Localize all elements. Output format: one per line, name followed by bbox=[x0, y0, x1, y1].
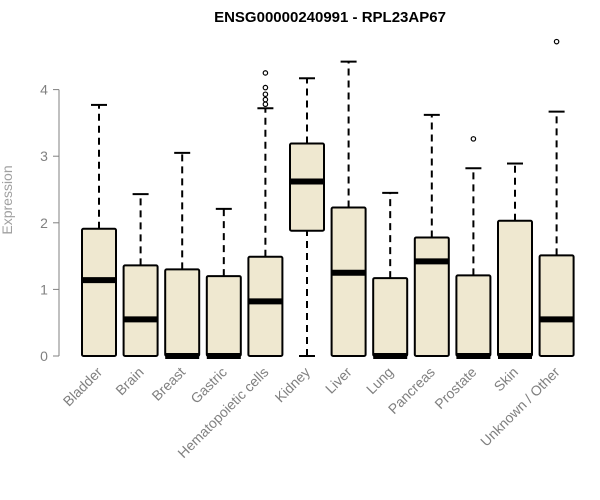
x-tick-label: Kidney bbox=[272, 364, 314, 406]
y-axis: 0 1 2 3 4 bbox=[40, 82, 60, 364]
box-iqr bbox=[413, 236, 450, 357]
box-iqr bbox=[372, 277, 409, 357]
box-0 bbox=[81, 103, 117, 358]
x-tick-label: Prostate bbox=[431, 364, 479, 412]
x-tick-label: Liver bbox=[322, 364, 355, 397]
outlier-point bbox=[262, 70, 269, 76]
outlier-point bbox=[262, 101, 269, 108]
box-iqr bbox=[330, 206, 367, 357]
box-5 bbox=[289, 77, 325, 357]
x-tick-label: Breast bbox=[148, 364, 188, 404]
box-iqr bbox=[497, 219, 533, 357]
box-iqr bbox=[289, 142, 325, 232]
box-7 bbox=[372, 191, 409, 359]
outlier-point bbox=[553, 38, 560, 45]
x-tick-label: Skin bbox=[491, 364, 522, 395]
y-tick-label: 1 bbox=[40, 281, 48, 297]
y-tick-label: 4 bbox=[40, 82, 48, 98]
y-tick-label: 3 bbox=[40, 148, 48, 164]
box-iqr bbox=[538, 254, 575, 358]
box-series bbox=[81, 38, 575, 359]
x-tick-label: Lung bbox=[363, 364, 396, 397]
y-axis-label: Expression bbox=[0, 165, 15, 234]
box-iqr bbox=[455, 274, 492, 357]
box-iqr bbox=[247, 255, 284, 357]
box-iqr bbox=[205, 275, 242, 357]
y-tick-label: 0 bbox=[40, 348, 48, 364]
y-tick-label: 2 bbox=[40, 215, 48, 231]
box-2 bbox=[164, 151, 201, 359]
outlier-point bbox=[262, 84, 269, 91]
box-6 bbox=[330, 60, 367, 357]
box-iqr bbox=[164, 268, 201, 358]
box-1 bbox=[122, 193, 159, 358]
outlier-point bbox=[262, 96, 269, 103]
box-10 bbox=[497, 162, 533, 359]
x-tick-label: Unknown / Other bbox=[477, 364, 563, 450]
box-iqr bbox=[81, 227, 117, 358]
outlier-point bbox=[470, 136, 477, 142]
box-9 bbox=[455, 136, 492, 359]
box-8 bbox=[413, 113, 450, 357]
box-11 bbox=[538, 38, 575, 358]
box-4 bbox=[247, 70, 284, 357]
x-tick-label: Bladder bbox=[60, 364, 106, 410]
box-iqr bbox=[122, 264, 159, 358]
x-tick-label: Brain bbox=[112, 364, 146, 398]
box-3 bbox=[205, 207, 242, 359]
outlier-point bbox=[262, 91, 269, 98]
chart-title: ENSG00000240991 - RPL23AP67 bbox=[214, 9, 446, 26]
